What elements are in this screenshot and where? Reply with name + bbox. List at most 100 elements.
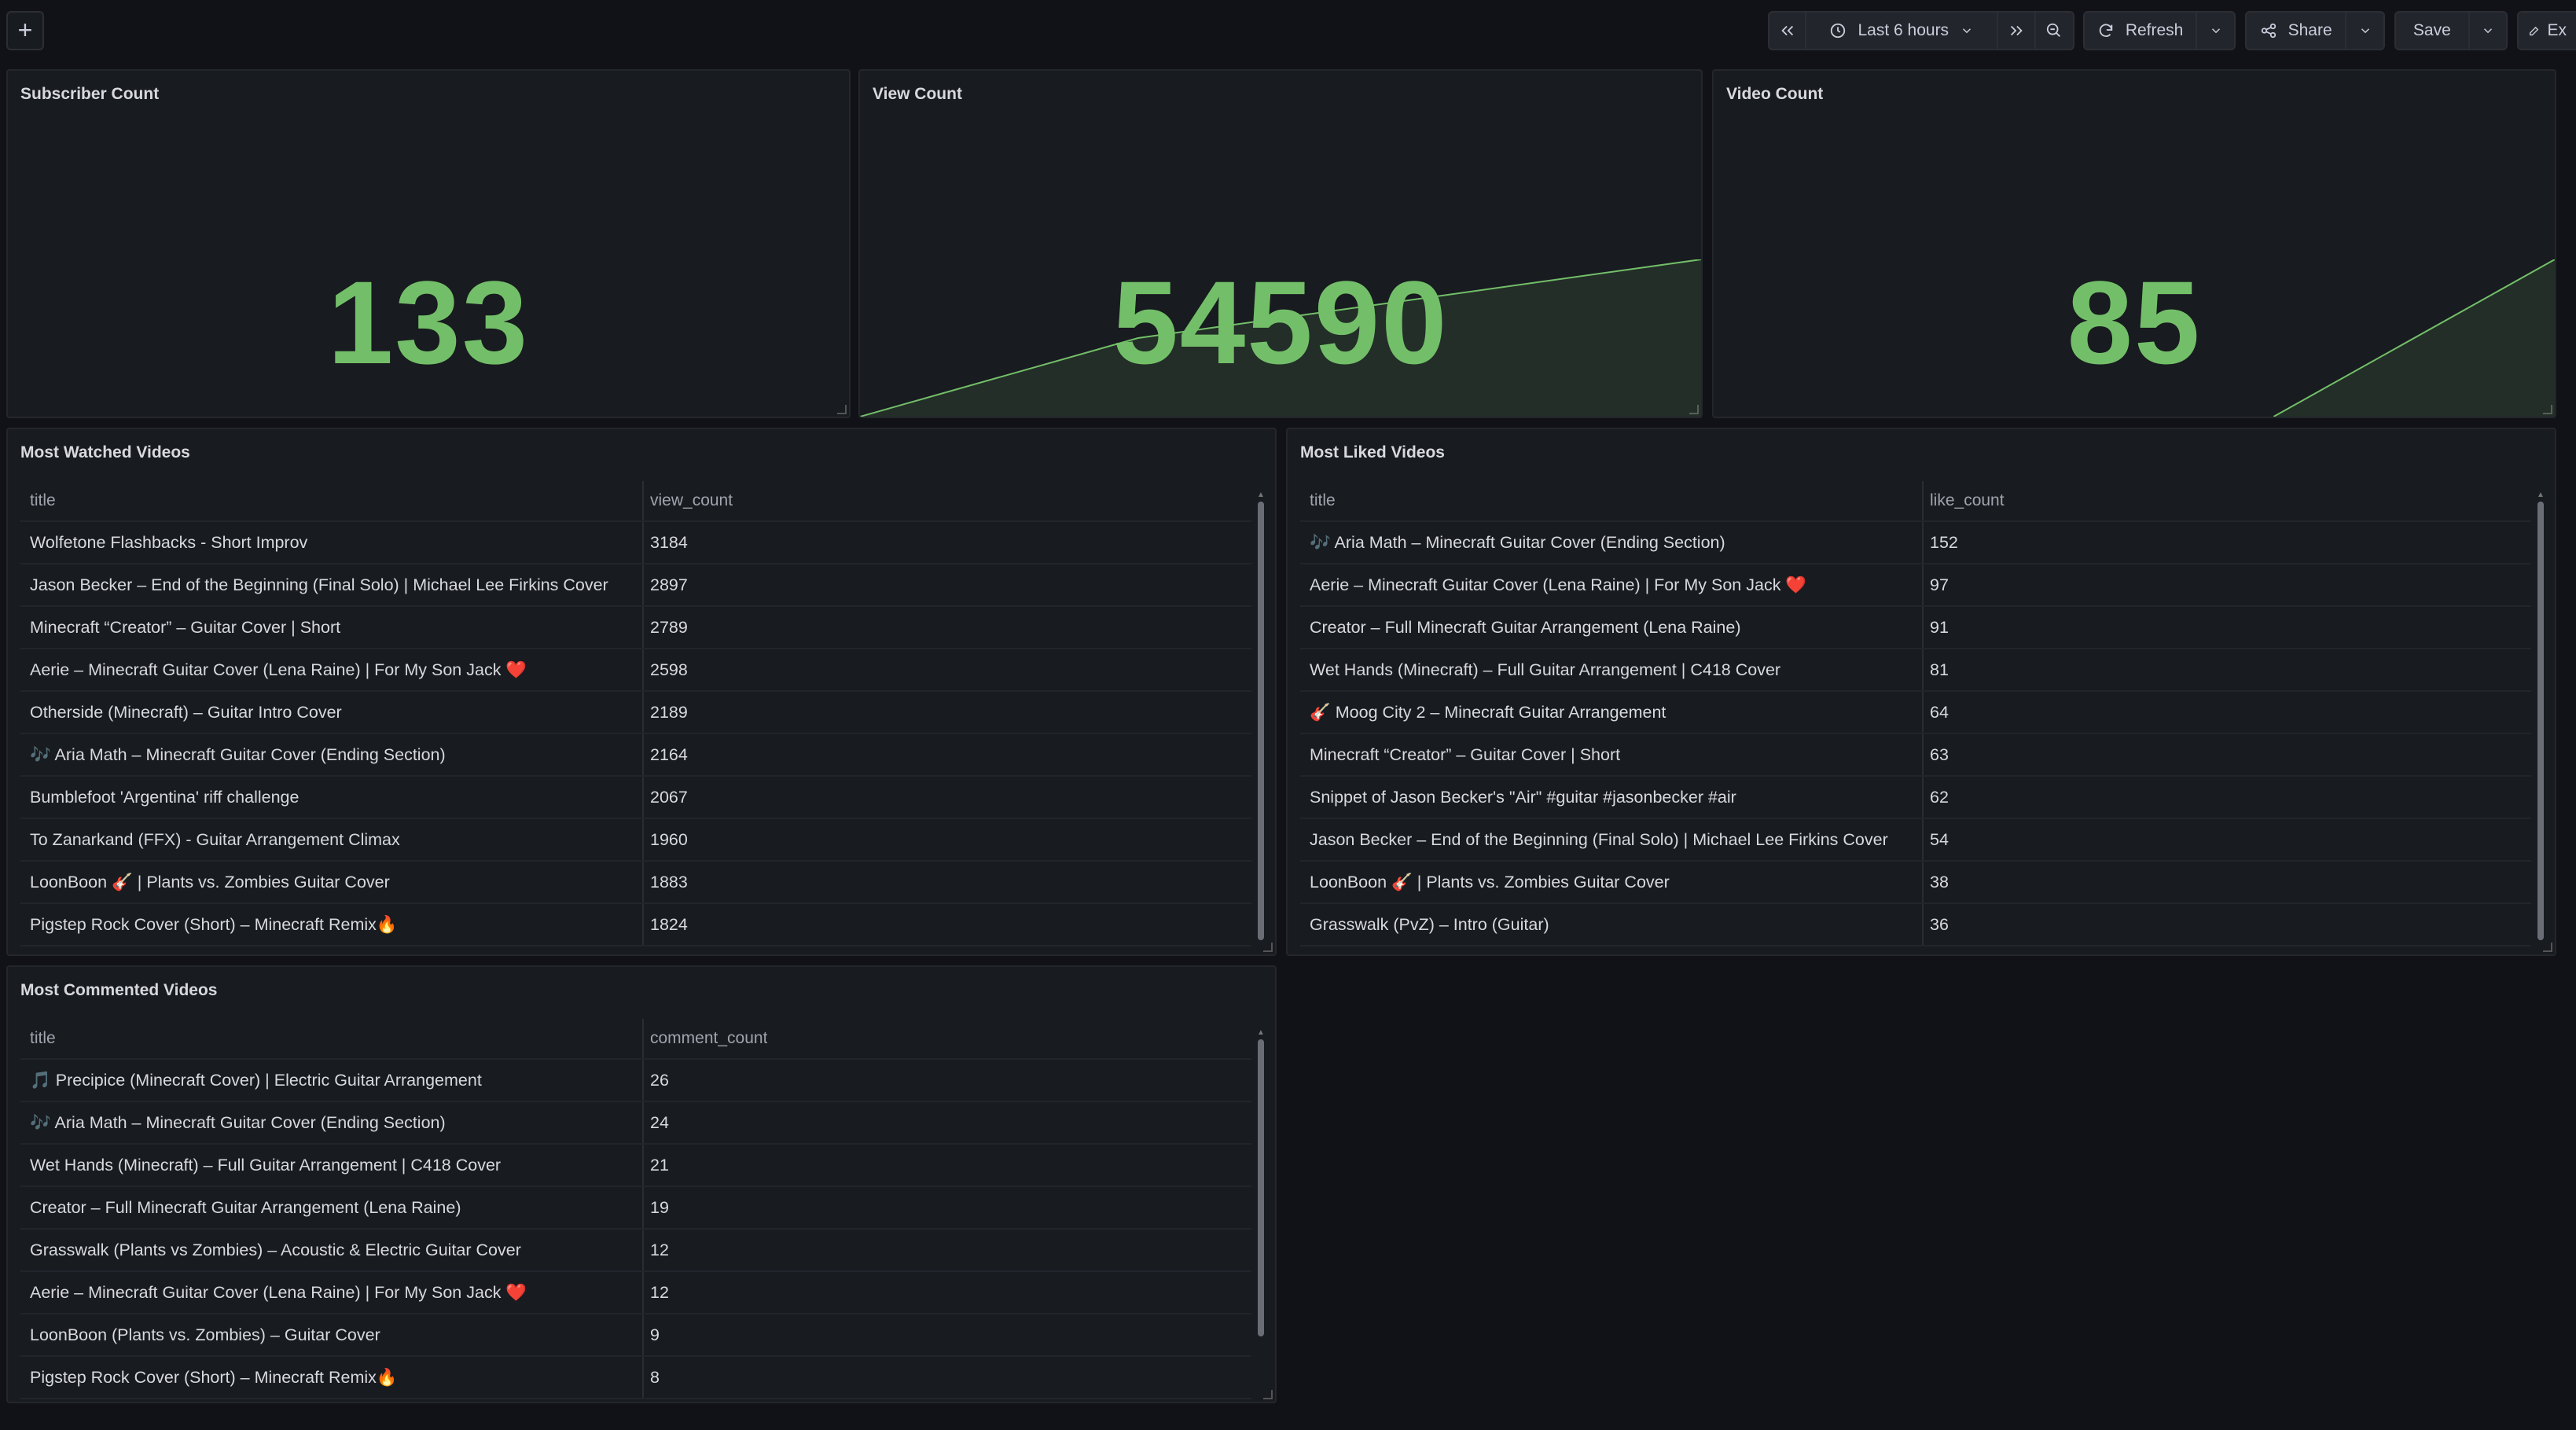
cell-count: 36 — [1930, 914, 1949, 934]
table-row[interactable]: Snippet of Jason Becker's "Air" #guitar … — [1300, 777, 2531, 819]
column-header-title[interactable]: title — [20, 1019, 644, 1058]
table-row[interactable]: Grasswalk (Plants vs Zombies) – Acoustic… — [20, 1230, 1251, 1272]
refresh-group: Refresh — [2083, 11, 2236, 50]
refresh-button[interactable]: Refresh — [2085, 13, 2198, 49]
cell-count: 97 — [1930, 575, 1949, 594]
resize-handle[interactable] — [1263, 943, 1273, 952]
resize-handle[interactable] — [1689, 405, 1699, 414]
column-header-title[interactable]: title — [1300, 481, 1924, 520]
table-row[interactable]: Creator – Full Minecraft Guitar Arrangem… — [20, 1187, 1251, 1230]
scrollbar[interactable] — [1258, 1039, 1264, 1336]
time-range-back-button[interactable] — [1769, 13, 1807, 49]
table-row[interactable]: Creator – Full Minecraft Guitar Arrangem… — [1300, 607, 2531, 649]
stat-panel-videos[interactable]: Video Count 85 — [1712, 69, 2556, 418]
table: title comment_count 🎵 Precipice (Minecra… — [20, 1019, 1251, 1399]
cell-title: 🎶 Aria Math – Minecraft Guitar Cover (En… — [20, 1102, 644, 1143]
scroll-up-arrow[interactable]: ▲ — [1257, 1028, 1265, 1037]
table-row[interactable]: LoonBoon 🎸 | Plants vs. Zombies Guitar C… — [20, 862, 1251, 904]
cell-count: 152 — [1930, 532, 1958, 552]
refresh-icon — [2099, 24, 2113, 37]
table-header: title like_count — [1300, 481, 2531, 522]
table-row[interactable]: Bumblefoot 'Argentina' riff challenge 206… — [20, 777, 1251, 819]
cell-title: Creator – Full Minecraft Guitar Arrangem… — [20, 1187, 644, 1228]
table-row[interactable]: Minecraft “Creator” – Guitar Cover | Sho… — [1300, 734, 2531, 777]
time-range-forward-button[interactable] — [1998, 13, 2036, 49]
table-row[interactable]: 🎶 Aria Math – Minecraft Guitar Cover (En… — [1300, 522, 2531, 564]
add-panel-button[interactable]: + — [6, 11, 44, 50]
share-button[interactable]: Share — [2247, 13, 2347, 49]
resize-handle[interactable] — [2543, 943, 2552, 952]
panel-title: View Count — [873, 85, 962, 103]
scroll-up-arrow[interactable]: ▲ — [1257, 491, 1265, 499]
cell-title: Grasswalk (PvZ) – Intro (Guitar) — [1300, 904, 1924, 945]
share-dropdown[interactable] — [2346, 13, 2383, 49]
table-row[interactable]: Aerie – Minecraft Guitar Cover (Lena Rai… — [1300, 564, 2531, 607]
table-row[interactable]: 🎶 Aria Math – Minecraft Guitar Cover (En… — [20, 734, 1251, 777]
clock-icon — [1831, 23, 1846, 39]
chevron-down-icon — [2483, 28, 2492, 34]
table-panel-most-commented[interactable]: Most Commented Videos title comment_coun… — [6, 965, 1277, 1403]
table-row[interactable]: Pigstep Rock Cover (Short) – Minecraft R… — [20, 904, 1251, 947]
cell-count: 91 — [1930, 617, 1949, 637]
table-row[interactable]: Grasswalk (PvZ) – Intro (Guitar) 36 — [1300, 904, 2531, 947]
table-row[interactable]: Wolfetone Flashbacks - Short Improv 3184 — [20, 522, 1251, 564]
cell-count: 1960 — [650, 829, 688, 849]
scrollbar[interactable] — [2537, 502, 2544, 940]
table-panel-most-watched[interactable]: Most Watched Videos title view_count Wol… — [6, 428, 1277, 956]
cell-count: 12 — [650, 1282, 669, 1302]
save-dropdown[interactable] — [2469, 13, 2506, 49]
cell-title: Grasswalk (Plants vs Zombies) – Acoustic… — [20, 1230, 644, 1270]
table-row[interactable]: Aerie – Minecraft Guitar Cover (Lena Rai… — [20, 1272, 1251, 1314]
table-row[interactable]: Otherside (Minecraft) – Guitar Intro Cov… — [20, 692, 1251, 734]
table-panel-most-liked[interactable]: Most Liked Videos title like_count 🎶 Ari… — [1286, 428, 2556, 956]
table-row[interactable]: Wet Hands (Minecraft) – Full Guitar Arra… — [1300, 649, 2531, 692]
table-row[interactable]: LoonBoon (Plants vs. Zombies) – Guitar C… — [20, 1314, 1251, 1357]
table-row[interactable]: Jason Becker – End of the Beginning (Fin… — [1300, 819, 2531, 862]
column-header-like-count[interactable]: like_count — [1930, 491, 2005, 509]
resize-handle[interactable] — [2543, 405, 2552, 414]
column-header-comment-count[interactable]: comment_count — [650, 1029, 768, 1047]
chevron-down-icon — [1963, 28, 1972, 34]
refresh-interval-dropdown[interactable] — [2197, 13, 2234, 49]
stat-panel-views[interactable]: View Count 54590 — [858, 69, 1703, 418]
cell-count: 38 — [1930, 872, 1949, 891]
chevron-down-icon — [2361, 28, 2369, 34]
save-button[interactable]: Save — [2396, 13, 2470, 49]
edit-group: Ex — [2517, 11, 2576, 50]
table-row[interactable]: 🎵 Precipice (Minecraft Cover) | Electric… — [20, 1060, 1251, 1102]
chevrons-right-icon — [2010, 25, 2023, 36]
table-row[interactable]: Wet Hands (Minecraft) – Full Guitar Arra… — [20, 1145, 1251, 1187]
table-row[interactable]: 🎸 Moog City 2 – Minecraft Guitar Arrange… — [1300, 692, 2531, 734]
cell-title: Pigstep Rock Cover (Short) – Minecraft R… — [20, 1357, 644, 1398]
cell-title: Pigstep Rock Cover (Short) – Minecraft R… — [20, 904, 644, 945]
cell-title: Aerie – Minecraft Guitar Cover (Lena Rai… — [20, 649, 644, 690]
column-header-view-count[interactable]: view_count — [650, 491, 733, 509]
time-range-picker[interactable]: Last 6 hours — [1806, 13, 1999, 49]
edit-button[interactable]: Ex — [2519, 13, 2576, 49]
panel-title: Most Liked Videos — [1300, 443, 1445, 461]
resize-handle[interactable] — [1263, 1390, 1273, 1399]
scroll-up-arrow[interactable]: ▲ — [2537, 491, 2545, 499]
cell-title: Snippet of Jason Becker's "Air" #guitar … — [1300, 777, 1924, 818]
table-row[interactable]: 🎶 Aria Math – Minecraft Guitar Cover (En… — [20, 1102, 1251, 1145]
cell-count: 1883 — [650, 872, 688, 891]
stat-value: 133 — [327, 256, 530, 388]
table-row[interactable]: Minecraft “Creator” – Guitar Cover | Sho… — [20, 607, 1251, 649]
cell-count: 64 — [1930, 702, 1949, 722]
table-row[interactable]: Aerie – Minecraft Guitar Cover (Lena Rai… — [20, 649, 1251, 692]
cell-title: Minecraft “Creator” – Guitar Cover | Sho… — [20, 607, 644, 648]
scrollbar[interactable] — [1258, 502, 1264, 940]
table-row[interactable]: Pigstep Rock Cover (Short) – Minecraft R… — [20, 1357, 1251, 1399]
table-row[interactable]: Jason Becker – End of the Beginning (Fin… — [20, 564, 1251, 607]
cell-count: 81 — [1930, 660, 1949, 679]
stat-panel-subscribers[interactable]: Subscriber Count 133 — [6, 69, 851, 418]
cell-count: 26 — [650, 1070, 669, 1090]
table-row[interactable]: LoonBoon 🎸 | Plants vs. Zombies Guitar C… — [1300, 862, 2531, 904]
panel-title: Subscriber Count — [20, 85, 160, 103]
column-header-title[interactable]: title — [20, 481, 644, 520]
cell-title: To Zanarkand (FFX) - Guitar Arrangement … — [20, 819, 644, 860]
resize-handle[interactable] — [837, 405, 847, 414]
table-row[interactable]: To Zanarkand (FFX) - Guitar Arrangement … — [20, 819, 1251, 862]
zoom-out-button[interactable] — [2035, 13, 2073, 49]
table: title view_count Wolfetone Flashbacks - … — [20, 481, 1251, 947]
